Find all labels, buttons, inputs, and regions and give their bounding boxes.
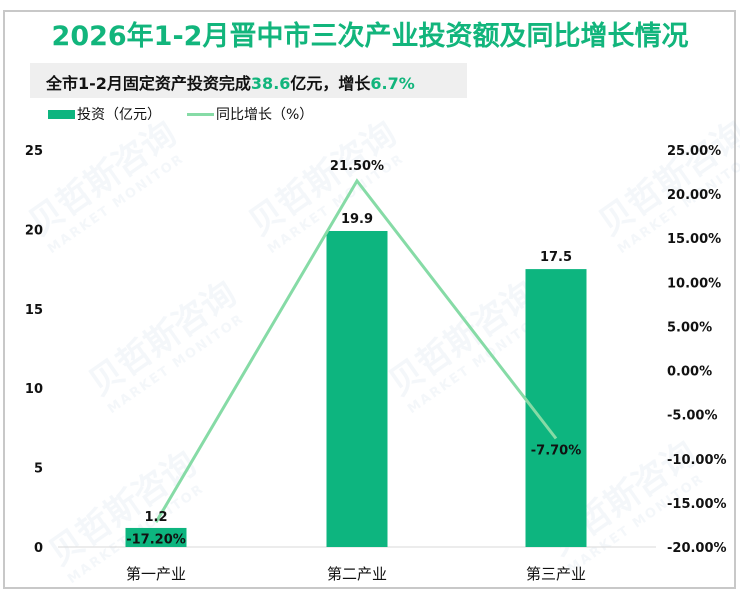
legend-line-swatch <box>187 112 214 116</box>
line-data-label: 21.50% <box>330 159 384 174</box>
bar <box>525 269 587 547</box>
category-label: 第三产业 <box>526 565 586 583</box>
category-label: 第一产业 <box>126 565 186 583</box>
left-axis-tick: 25 <box>25 144 43 159</box>
right-axis-tick: -15.00% <box>667 497 727 512</box>
legend: 投资（亿元） 同比增长（%） <box>48 104 313 124</box>
subtitle-investment-value: 38.6 <box>250 74 291 93</box>
bar <box>125 527 187 547</box>
legend-bar-swatch <box>48 109 75 119</box>
left-axis-tick: 5 <box>34 462 43 477</box>
left-axis-tick: 15 <box>25 303 43 318</box>
left-axis-tick: 10 <box>25 382 43 397</box>
right-axis-tick: 0.00% <box>667 365 712 380</box>
line-data-label: -17.20% <box>126 532 186 547</box>
right-axis-tick: 20.00% <box>667 188 721 203</box>
category-label: 第二产业 <box>327 565 387 583</box>
growth-line <box>154 178 558 524</box>
chart-title: 2026年1-2月晋中市三次产业投资额及同比增长情况 <box>51 21 689 52</box>
subtitle-box <box>30 63 467 98</box>
subtitle-mid: 亿元，增长 <box>290 74 371 93</box>
right-axis-tick: -20.00% <box>667 541 727 556</box>
right-axis-tick: 15.00% <box>667 232 721 247</box>
subtitle-prefix: 全市1-2月固定资产投资完成 <box>46 74 251 93</box>
bar-data-label: 17.5 <box>540 250 572 265</box>
line-data-label: -7.70% <box>531 443 582 458</box>
subtitle-growth-value: 6.7% <box>370 74 415 93</box>
right-axis-tick: -10.00% <box>667 453 727 468</box>
legend-line-label: 同比增长（%） <box>216 107 314 123</box>
right-axis-tick: 25.00% <box>667 144 721 159</box>
right-axis-tick: 10.00% <box>667 276 721 291</box>
right-axis-tick: -5.00% <box>667 409 718 424</box>
right-axis-tick: 5.00% <box>667 320 712 335</box>
bar-data-label: 19.9 <box>341 212 373 227</box>
left-axis-tick: 20 <box>25 223 43 238</box>
left-axis-tick: 0 <box>34 541 43 556</box>
bar <box>326 230 388 547</box>
bar-data-label: 1.2 <box>144 510 167 525</box>
subtitle: 全市1-2月固定资产投资完成38.6亿元，增长6.7% <box>46 70 415 94</box>
legend-bar-label: 投资（亿元） <box>77 107 161 123</box>
